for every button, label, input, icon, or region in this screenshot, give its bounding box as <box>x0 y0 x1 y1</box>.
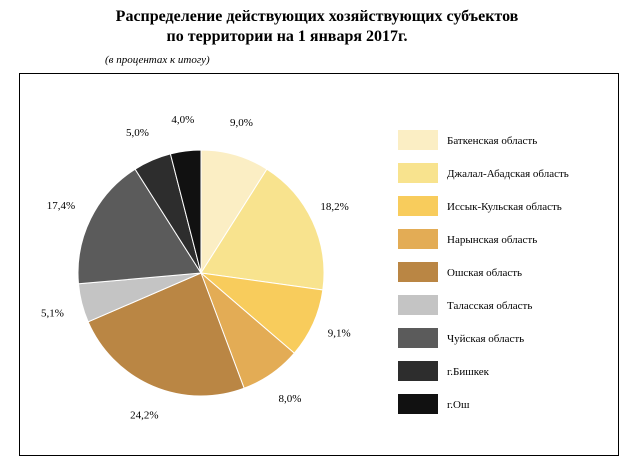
slice-data-label: 5,1% <box>41 308 64 320</box>
chart-title: Распределение действующих хозяйствующих … <box>0 7 634 47</box>
pie-slice <box>87 272 245 397</box>
slice-data-label: 17,4% <box>47 200 75 212</box>
pie-slice <box>77 168 202 285</box>
slice-data-label: 24,2% <box>130 409 158 421</box>
slice-data-label: 5,0% <box>126 127 149 139</box>
chart-title-line2: по территории на 1 января 2017г. <box>166 28 408 45</box>
legend-swatch <box>398 163 438 183</box>
pie-slice <box>200 168 325 291</box>
chart-frame <box>19 73 619 456</box>
slice-data-label: 18,2% <box>320 201 348 213</box>
legend-label: Нарынская область <box>447 234 537 246</box>
legend-swatch <box>398 196 438 216</box>
legend-label: г.Ош <box>447 399 470 411</box>
slice-data-label: 9,1% <box>328 328 351 340</box>
legend-swatch <box>398 361 438 381</box>
legend-swatch <box>398 295 438 315</box>
legend-swatch <box>398 130 438 150</box>
legend-label: Иссык-Кульская область <box>447 201 562 213</box>
legend-swatch <box>398 229 438 249</box>
legend-label: Баткенская область <box>447 135 537 147</box>
legend-label: г.Бишкек <box>447 366 490 378</box>
legend-label: Джалал-Абадская область <box>447 168 569 180</box>
legend-swatch <box>398 328 438 348</box>
chart-subtitle: (в процентах к итогу) <box>105 54 210 66</box>
slice-data-label: 9,0% <box>230 117 253 129</box>
chart-title-line1: Распределение действующих хозяйствующих … <box>115 8 519 25</box>
pie-slice <box>169 149 202 274</box>
legend-label: Таласская область <box>447 300 532 312</box>
legend-label: Ошская область <box>447 267 522 279</box>
legend-label: Чуйская область <box>447 333 524 345</box>
legend-swatch <box>398 394 438 414</box>
legend-swatch <box>398 262 438 282</box>
slice-data-label: 4,0% <box>171 114 194 126</box>
slice-data-label: 8,0% <box>279 393 302 405</box>
